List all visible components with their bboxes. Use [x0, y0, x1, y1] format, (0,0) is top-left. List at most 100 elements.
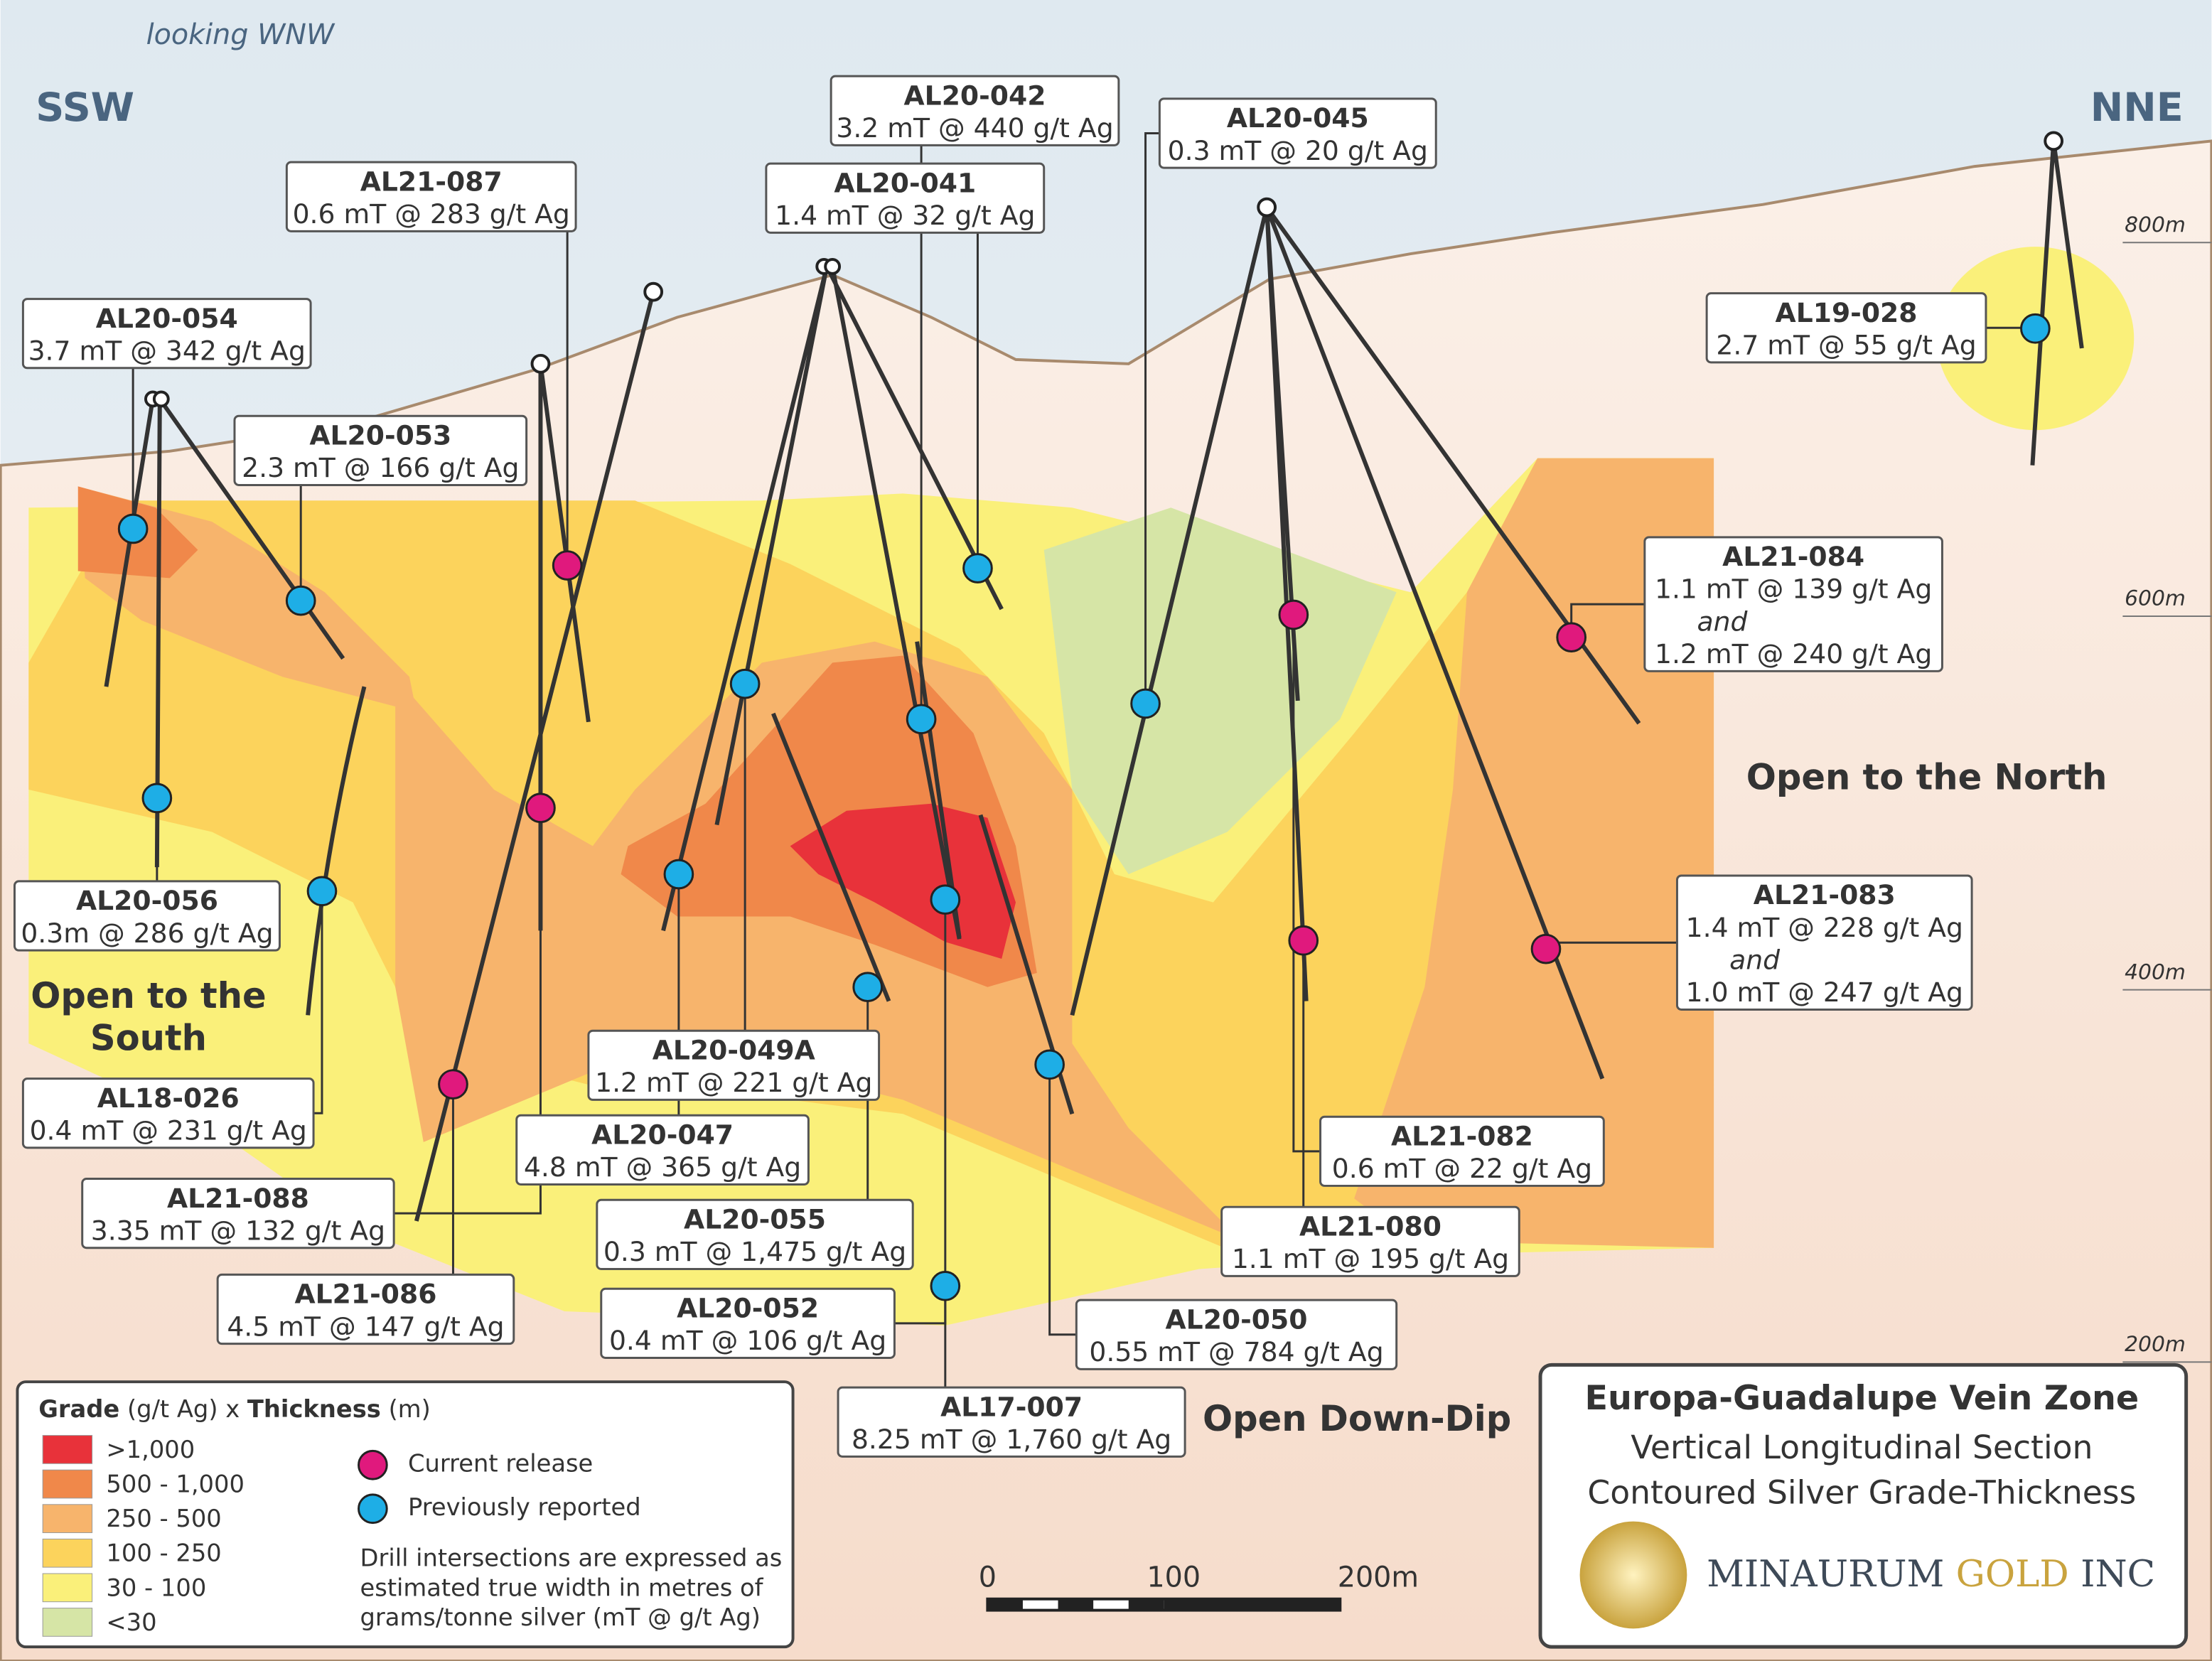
hole-id: AL21-087 [360, 166, 503, 197]
legend-swatch [42, 1608, 93, 1637]
legend-label: <30 [106, 1608, 156, 1636]
hole-id: AL18-026 [97, 1082, 240, 1114]
label-box [596, 1198, 914, 1270]
scale-label: 100 [1147, 1561, 1201, 1593]
collar [530, 353, 551, 374]
label-box [81, 1178, 395, 1249]
elevations: 800m 600m 400m 200m [2122, 213, 2212, 1363]
contour [1354, 458, 1714, 1248]
label-box [1705, 292, 1987, 364]
scale-bar: 0 100 200m [979, 1561, 1419, 1612]
hole-result: 0.6 mT @ 283 g/t Ag [293, 198, 570, 230]
legend-marker [358, 1493, 388, 1525]
legend-swatch [42, 1573, 93, 1603]
hole-id: AL20-056 [76, 885, 218, 916]
intersection [930, 884, 961, 915]
hole-id: AL20-042 [904, 80, 1046, 111]
company: MINAURUM GOLD INC [1707, 1552, 2155, 1595]
label-box [1158, 97, 1437, 169]
intersection [141, 783, 173, 814]
hole-id: AL20-049A [653, 1034, 815, 1065]
intersection [930, 1270, 961, 1301]
collar [1257, 197, 1277, 217]
hole-id: AL20-054 [96, 303, 238, 334]
intersection [962, 553, 993, 584]
label-box [1675, 874, 1973, 1011]
legend-title-part: (m) [389, 1394, 431, 1422]
subtitle: Vertical Longitudinal Section [1631, 1429, 2093, 1466]
hole-result: 0.4 mT @ 106 g/t Ag [609, 1325, 886, 1356]
dots [117, 313, 2051, 1301]
scale-label: 200m [1338, 1561, 1419, 1593]
hole-id: AL20-047 [591, 1119, 734, 1151]
intersection [906, 704, 937, 735]
elevation-label: 400m [2125, 959, 2186, 984]
hole-id: AL20-045 [1227, 102, 1369, 134]
legend-swatch [42, 1435, 93, 1464]
label-box [515, 1114, 810, 1186]
open-label: South [90, 1018, 207, 1059]
scale-label: 0 [979, 1561, 997, 1593]
label-box [216, 1273, 515, 1345]
company-part: INC [2081, 1552, 2155, 1595]
hole-result: 2.7 mT @ 55 g/t Ag [1716, 330, 1976, 361]
intersection [1034, 1049, 1065, 1080]
label-box [21, 1077, 315, 1149]
intersection [1530, 933, 1562, 964]
hole-id: AL20-055 [684, 1204, 826, 1235]
legend-title: Grade (g/t Ag) x Thickness (m) [38, 1394, 431, 1422]
collar [824, 258, 842, 275]
label-box [830, 75, 1120, 146]
hole-result: 0.3 mT @ 1,475 g/t Ag [603, 1236, 906, 1267]
intersection [663, 859, 694, 890]
hole-result: 0.3 mT @ 20 g/t Ag [1168, 135, 1428, 166]
hole-result: and [1697, 606, 1748, 637]
open-label: Open Down-Dip [1203, 1398, 1511, 1439]
label-box [21, 298, 312, 370]
intersection [1130, 688, 1161, 719]
leader-line [1048, 1064, 1077, 1336]
legend-note: grams/tonne silver (mT @ g/t Ag) [360, 1603, 761, 1631]
hole-result: 1.4 mT @ 32 g/t Ag [775, 200, 1035, 231]
hole-id: AL20-041 [834, 167, 976, 198]
legend-title-part: Grade [38, 1394, 119, 1422]
legend-label: 500 - 1,000 [106, 1471, 245, 1498]
hole-id: AL21-086 [294, 1279, 436, 1310]
hole-id: AL21-082 [1391, 1120, 1533, 1151]
label-box [837, 1386, 1186, 1458]
label-box [13, 880, 281, 952]
hole-result: 1.4 mT @ 228 g/t Ag [1686, 912, 1963, 943]
leader-line [1292, 614, 1321, 1153]
scale-seg [987, 1598, 1023, 1611]
legend-swatch [42, 1469, 93, 1499]
hole-id: AL21-088 [167, 1183, 309, 1214]
label-box [1220, 1205, 1520, 1277]
legend-label: >1,000 [106, 1436, 195, 1463]
collar [2044, 131, 2064, 151]
company-part: GOLD [1956, 1552, 2069, 1595]
collar [643, 281, 664, 302]
label-box [600, 1287, 896, 1359]
hole-result: 0.4 mT @ 231 g/t Ag [30, 1115, 307, 1146]
scale-seg [1128, 1598, 1164, 1611]
logo [1579, 1521, 1687, 1629]
leaders [131, 131, 2036, 1388]
intersection [729, 668, 761, 699]
contour [790, 803, 1016, 959]
legend-note: Drill intersections are expressed as [360, 1544, 783, 1572]
hole-result: 1.2 mT @ 221 g/t Ag [595, 1067, 872, 1098]
label-box [1643, 536, 1943, 672]
hole-result: 3.35 mT @ 132 g/t Ag [91, 1215, 385, 1246]
hole-result: 0.6 mT @ 22 g/t Ag [1332, 1153, 1592, 1184]
open-label: Open to the North [1746, 757, 2108, 798]
hole-result: 1.1 mT @ 139 g/t Ag [1655, 574, 1932, 605]
title-box [1538, 1362, 2189, 1649]
legend-label: Current release [408, 1450, 593, 1478]
intersection [525, 792, 556, 824]
elevation-label: 200m [2125, 1332, 2186, 1357]
contour [395, 641, 1242, 1241]
legend-label: 100 - 250 [106, 1539, 221, 1567]
